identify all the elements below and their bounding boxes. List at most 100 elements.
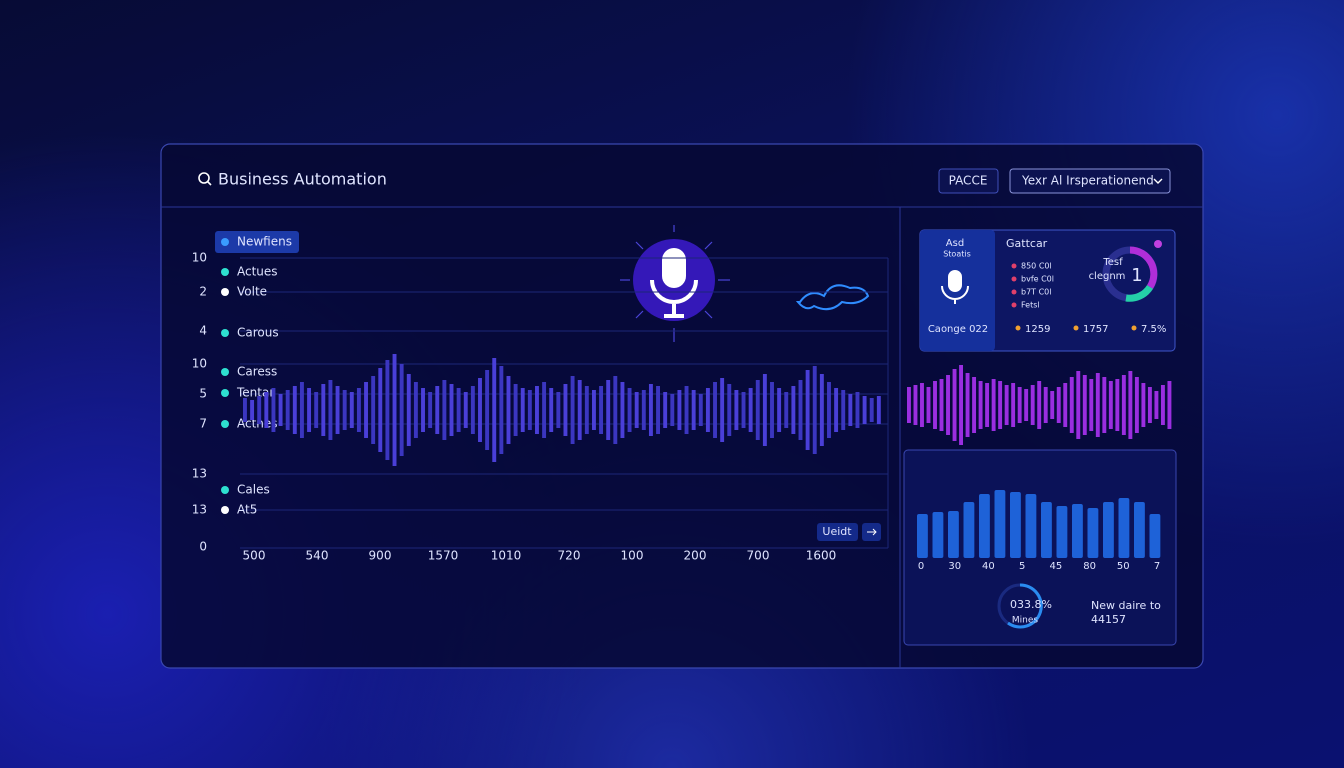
legend-label: Newfiens [237, 235, 292, 249]
wave-bar [264, 392, 269, 428]
bar-x-label: 30 [948, 561, 961, 572]
dropdown-label[interactable]: Yexr Al Irsperationend [1021, 174, 1154, 188]
wave-bar [727, 384, 732, 436]
wave-bar [278, 394, 283, 426]
wave-bar [449, 384, 454, 436]
wave-bar [542, 382, 547, 438]
bar [1072, 504, 1083, 558]
activity-bar [1147, 387, 1152, 423]
button[interactable] [938, 168, 999, 194]
wave-bar [299, 382, 304, 438]
wave-bar [513, 384, 518, 436]
bar [1103, 502, 1114, 558]
wave-bar [435, 386, 440, 434]
search-icon[interactable] [198, 172, 210, 184]
stat-value: 1757 [1083, 324, 1108, 335]
activity-bar [907, 387, 911, 423]
bar-x-label: 45 [1049, 561, 1062, 572]
activity-bar [1095, 373, 1100, 437]
wave-bar [819, 374, 824, 446]
wave-bar [527, 390, 532, 430]
legend-dot [221, 389, 229, 397]
card-mic-stand [941, 285, 969, 304]
legend-dot [221, 486, 229, 494]
bar [1056, 506, 1068, 558]
activity-bar [946, 375, 950, 435]
activity-bar [913, 385, 918, 425]
wave-bar [748, 388, 753, 432]
x-label: 1010 [491, 549, 522, 563]
activity-bar [965, 373, 970, 437]
item-dot [1011, 263, 1017, 269]
activity-bar [1024, 389, 1029, 421]
item-dot [1011, 289, 1017, 295]
bar [917, 514, 928, 558]
bar [1149, 514, 1161, 558]
activity-bar [1082, 375, 1087, 435]
y-label: 0 [199, 540, 207, 554]
wave-bar [520, 388, 525, 432]
legend-highlight [215, 231, 299, 253]
y-label: 5 [199, 387, 207, 401]
gauge-label: Mines [1012, 616, 1039, 626]
card-label: Asd [946, 238, 964, 249]
wave-bar [791, 386, 796, 434]
x-label: 700 [747, 549, 770, 563]
wave-bar [399, 364, 404, 456]
bar-x-label: 0 [918, 561, 924, 572]
wave-bar [591, 390, 596, 430]
wave-bar [535, 386, 539, 434]
gauge-arc [1007, 583, 1043, 629]
activity-bar [1102, 377, 1107, 433]
dropdown[interactable] [1009, 168, 1171, 194]
activity-bar [952, 369, 957, 441]
activity-bar [1050, 391, 1055, 419]
wave-bar [827, 382, 831, 438]
wave-bar [485, 370, 490, 450]
bar [1118, 498, 1130, 558]
edit-button-label[interactable]: Ueidt [822, 525, 852, 538]
donut-sublabel: clegnm [1089, 271, 1126, 282]
item-label: bvfe C0l [1021, 275, 1054, 284]
wave-bar [492, 358, 497, 462]
wave-bar [314, 392, 319, 428]
activity-bar [1167, 381, 1172, 429]
wave-bar [841, 390, 846, 430]
search-icon [207, 181, 212, 186]
wave-bar [770, 382, 774, 438]
wave-bar [855, 392, 860, 428]
wave-bar [869, 398, 874, 422]
button-label[interactable]: PACCE [949, 174, 988, 188]
activity-bar [926, 387, 931, 423]
y-label: 2 [199, 285, 207, 299]
wave-bar [741, 392, 746, 428]
item-label: Fetsl [1021, 301, 1040, 310]
wave-bar [784, 392, 789, 428]
wave-bar [762, 374, 767, 446]
wave-bar [328, 380, 333, 440]
activity-bar [1043, 387, 1048, 423]
note: New daire to [1091, 599, 1161, 612]
wave-bar [812, 366, 817, 454]
edit-button[interactable] [817, 523, 858, 541]
wave-bar [777, 388, 782, 432]
wave-bar [321, 384, 326, 436]
legend-dot [221, 506, 229, 514]
wave-bar [648, 384, 653, 436]
wave-bar [862, 396, 867, 424]
wave-bar [421, 388, 425, 432]
wave-bar [463, 392, 468, 428]
wave-bar [755, 380, 760, 440]
wave-bar [506, 376, 511, 444]
wave-bar [613, 376, 618, 444]
y-label: 13 [192, 467, 207, 481]
wave-bar [663, 392, 668, 428]
wave-bar [684, 386, 689, 434]
wave-bar [713, 382, 717, 438]
card-footer: Caonge 022 [928, 324, 988, 335]
legend-dot [221, 238, 229, 246]
wave-bar [250, 400, 255, 420]
wave-bar [705, 388, 710, 432]
wave-bar [243, 398, 247, 422]
activity-bar [920, 383, 924, 427]
